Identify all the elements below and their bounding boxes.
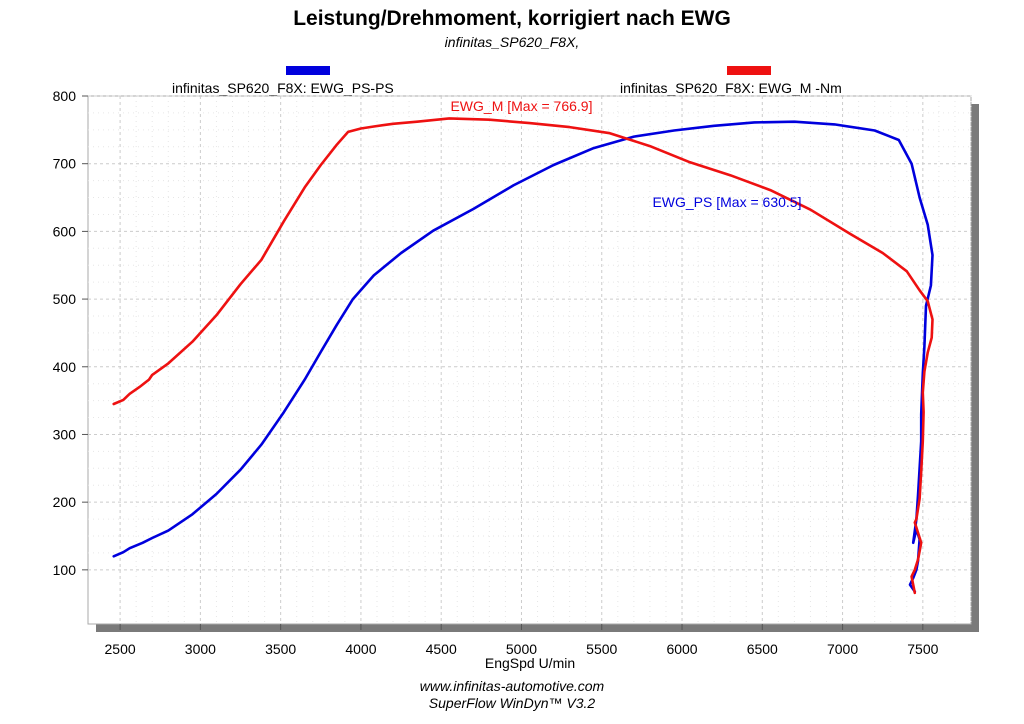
grid-lines (88, 95, 972, 624)
legend-label-nm: infinitas_SP620_F8X: EWG_M -Nm (620, 80, 842, 96)
x-tick-label: 5000 (506, 641, 537, 657)
y-tick-label: 300 (53, 426, 77, 442)
legend-swatch-ps (286, 66, 330, 75)
annotations: EWG_M [Max = 766.9] EWG_PS [Max = 630.5] (450, 98, 801, 210)
y-tick-label: 400 (53, 359, 77, 375)
axes: 2500 3000 3500 4000 4500 5000 5500 6000 6500 7000… (53, 88, 939, 657)
x-tick-label: 3000 (185, 641, 216, 657)
y-tick-label: 200 (53, 494, 77, 510)
series-lines (112, 117, 934, 595)
legend-swatch-nm (727, 66, 771, 75)
annotation-ewg-ps: EWG_PS [Max = 630.5] (652, 194, 801, 210)
legend-label-ps: infinitas_SP620_F8X: EWG_PS-PS (172, 80, 394, 96)
chart-title: Leistung/Drehmoment, korrigiert nach EWG (293, 7, 731, 30)
x-tick-label: 4500 (426, 641, 457, 657)
x-tick-label: 7500 (907, 641, 938, 657)
x-tick-label: 2500 (105, 641, 136, 657)
annotation-ewg-m: EWG_M [Max = 766.9] (450, 98, 592, 114)
y-tick-label: 500 (53, 291, 77, 307)
x-tick-label: 3500 (265, 641, 296, 657)
series-line-nm (112, 117, 934, 595)
x-tick-label: 7000 (827, 641, 858, 657)
x-tick-label: 6500 (747, 641, 778, 657)
x-tick-label: 4000 (345, 641, 376, 657)
x-axis-label: EngSpd U/min (485, 655, 575, 671)
x-tick-label: 6000 (666, 641, 697, 657)
footer-software: SuperFlow WinDyn™ V3.2 (428, 695, 596, 711)
chart-subtitle: infinitas_SP620_F8X, (444, 34, 580, 50)
y-tick-label: 600 (53, 223, 77, 239)
x-tick-label: 5500 (586, 641, 617, 657)
plot-area (87, 95, 972, 625)
y-tick-label: 100 (53, 562, 77, 578)
y-tick-label: 700 (53, 156, 77, 172)
y-tick-label: 800 (53, 88, 77, 104)
footer-website: www.infinitas-automotive.com (419, 678, 605, 694)
